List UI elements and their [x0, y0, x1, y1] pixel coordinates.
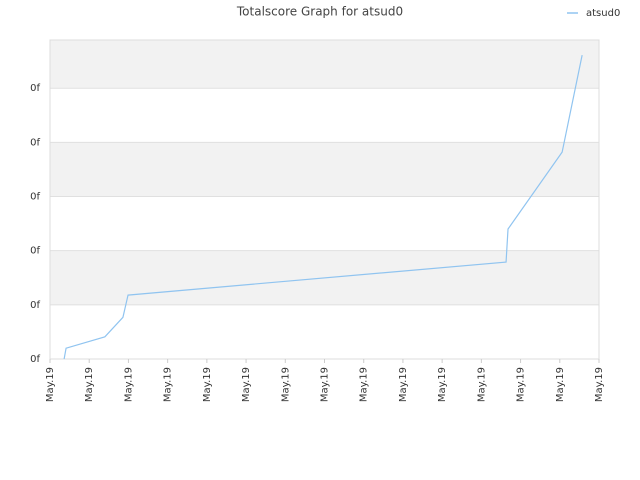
series-line: [63, 55, 583, 360]
y-tick-label: 0f: [30, 354, 40, 365]
x-tick-label: May.19: [476, 367, 487, 402]
plot-band: [50, 304, 599, 359]
x-tick-label: May.19: [280, 367, 291, 402]
x-tick-label: May.19: [437, 367, 448, 402]
y-tick-label: 0f: [30, 192, 40, 203]
x-tick-label: May.19: [320, 367, 331, 402]
x-tick-label: May.19: [84, 367, 95, 402]
legend-label: atsud0: [586, 8, 620, 19]
y-tick-label: 0f: [30, 137, 40, 148]
x-tick-label: May.19: [163, 367, 174, 402]
y-tick-label: 0f: [30, 300, 40, 311]
plot-band: [50, 40, 599, 89]
y-tick-label: 0f: [30, 83, 40, 94]
x-tick-label: May.19: [241, 367, 252, 402]
plot-band: [50, 142, 599, 197]
plot-band: [50, 88, 599, 143]
x-tick-label: May.19: [45, 367, 56, 402]
x-tick-label: May.19: [123, 367, 134, 402]
x-tick-label: May.19: [594, 367, 605, 402]
x-tick-label: May.19: [555, 367, 566, 402]
x-tick-label: May.19: [398, 367, 409, 402]
x-tick-label: May.19: [202, 367, 213, 402]
y-tick-label: 0f: [30, 246, 40, 257]
chart-title: Totalscore Graph for atsud0: [236, 5, 403, 19]
plot-band: [50, 196, 599, 251]
x-tick-label: May.19: [516, 367, 527, 402]
x-tick-label: May.19: [359, 367, 370, 402]
